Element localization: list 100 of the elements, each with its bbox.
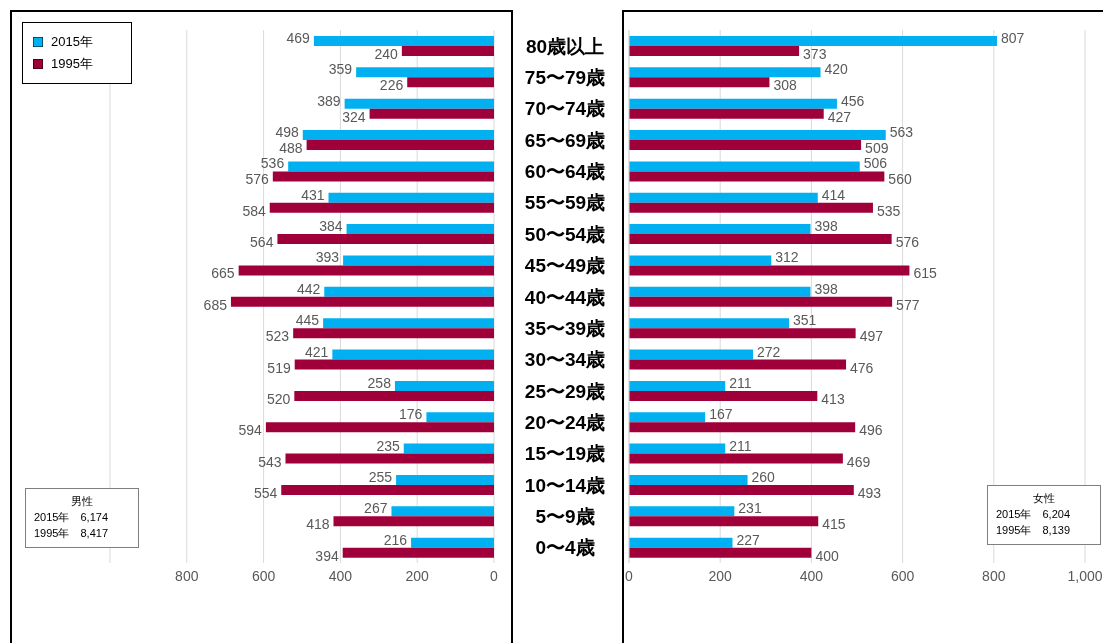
bar [629, 192, 818, 203]
bar [396, 474, 494, 485]
y-tick-label: 65〜69歳 [524, 129, 606, 151]
bar [288, 161, 494, 172]
data-label: 393 [315, 249, 340, 266]
data-label: 260 [751, 468, 776, 485]
bar [629, 265, 910, 276]
bar [426, 412, 494, 423]
data-label: 211 [729, 437, 752, 454]
data-label: 235 [376, 437, 400, 454]
data-label: 415 [822, 516, 846, 533]
data-label: 497 [859, 328, 884, 345]
x-tick-label: 0 [490, 567, 499, 584]
data-label: 231 [738, 500, 762, 517]
data-label: 420 [824, 61, 849, 78]
bar [277, 234, 494, 245]
data-label: 496 [859, 422, 883, 439]
data-label: 615 [913, 265, 938, 282]
data-label: 308 [773, 77, 798, 94]
data-label: 577 [896, 296, 920, 313]
bar [294, 359, 494, 370]
legend-label: 1995年 [51, 55, 93, 73]
bar [293, 328, 494, 339]
bar [265, 422, 494, 433]
bar [332, 349, 494, 360]
bar [394, 380, 494, 391]
data-label: 506 [863, 155, 888, 172]
data-label: 594 [238, 422, 263, 439]
data-label: 476 [850, 359, 874, 376]
bar [313, 36, 494, 46]
y-tick-label: 5〜9歳 [535, 505, 595, 527]
annotation: 女性 [1032, 491, 1056, 506]
bar [629, 547, 812, 558]
y-tick-label: 20〜24歳 [524, 411, 606, 433]
bar [324, 286, 494, 297]
annotation: 1995年 8,139 [995, 523, 1071, 538]
bar [629, 318, 790, 329]
x-tick-label: 400 [328, 567, 353, 584]
data-label: 258 [367, 374, 392, 391]
y-tick-label: 0〜4歳 [535, 537, 595, 559]
bar [629, 516, 819, 527]
data-label: 576 [245, 171, 270, 188]
data-label: 554 [253, 484, 278, 501]
data-label: 389 [317, 92, 341, 109]
bar [285, 453, 494, 464]
bar [269, 202, 494, 213]
data-label: 394 [315, 547, 339, 564]
data-label: 400 [815, 547, 839, 564]
data-label: 272 [757, 343, 781, 360]
data-label: 807 [1000, 30, 1025, 46]
y-tick-label: 55〜59歳 [524, 192, 606, 214]
x-tick-label: 200 [708, 567, 733, 584]
bar [629, 130, 886, 141]
data-label: 398 [814, 218, 839, 235]
bar [629, 224, 811, 235]
bar [281, 484, 494, 495]
bar [333, 516, 494, 527]
bar [391, 506, 494, 517]
bar [342, 547, 494, 558]
x-tick-label: 1,000 [1067, 567, 1103, 584]
x-tick-label: 800 [982, 567, 1006, 584]
data-label: 509 [865, 140, 889, 157]
bar [629, 422, 856, 433]
x-tick-label: 600 [890, 567, 915, 584]
data-label: 469 [846, 453, 871, 470]
data-label: 384 [319, 218, 343, 235]
data-label: 211 [729, 374, 752, 391]
y-tick-label: 50〜54歳 [524, 223, 606, 245]
data-label: 351 [793, 312, 817, 329]
bar [629, 202, 873, 213]
x-tick-label: 200 [405, 567, 430, 584]
bar [230, 296, 494, 307]
x-tick-label: 600 [251, 567, 276, 584]
data-label: 445 [295, 312, 320, 329]
y-tick-label: 75〜79歳 [524, 67, 606, 89]
y-tick-label: 70〜74歳 [524, 98, 606, 120]
bar [401, 46, 494, 56]
bar [629, 349, 754, 360]
bar [629, 474, 748, 485]
bar [629, 255, 772, 266]
data-label: 564 [250, 234, 274, 251]
bar [343, 255, 494, 266]
annotation: 2015年 6,204 [995, 507, 1071, 522]
data-label: 469 [286, 30, 311, 46]
data-label: 584 [242, 202, 266, 219]
bar [629, 412, 706, 423]
bar [629, 98, 837, 109]
bar [344, 98, 494, 109]
data-label: 563 [889, 124, 914, 141]
legend-label: 2015年 [51, 33, 93, 51]
bar [306, 140, 494, 151]
data-label: 167 [709, 406, 733, 423]
bar [411, 537, 494, 548]
bar [629, 506, 735, 517]
data-label: 576 [895, 234, 920, 251]
bar [346, 224, 494, 235]
bar [272, 171, 494, 182]
data-label: 523 [265, 328, 290, 345]
data-label: 373 [803, 46, 827, 62]
bar [356, 67, 494, 78]
